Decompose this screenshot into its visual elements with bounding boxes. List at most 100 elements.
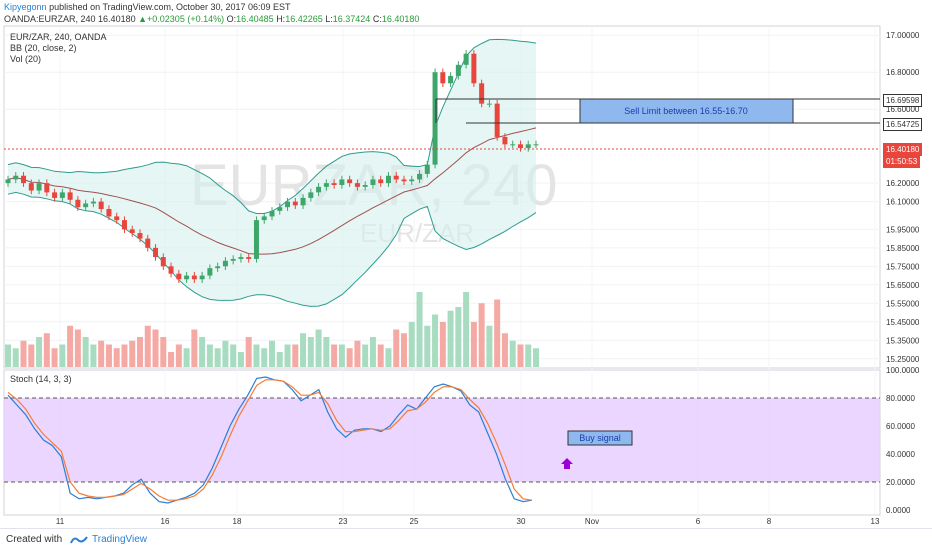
volume-bar: [152, 329, 159, 367]
volume-bar: [214, 348, 221, 367]
volume-bar: [501, 333, 508, 367]
candle-body: [176, 273, 182, 280]
volume-bar: [20, 340, 27, 367]
candle-body: [44, 183, 50, 193]
publish-text: published on TradingView.com, October 30…: [49, 2, 291, 12]
candle-body: [385, 175, 391, 184]
volume-bar: [369, 337, 376, 367]
axes: 17.00000 16.80000 16.60000 16.20000 16.10000…: [56, 31, 920, 526]
ohlc-line: OANDA:EURZAR, 240 16.40180 ▲+0.02305 (+0…: [4, 14, 419, 24]
candle-body: [129, 229, 135, 234]
candle-body: [471, 53, 477, 84]
volume-bar: [98, 340, 105, 367]
volume-bar: [276, 352, 283, 367]
volume-bar: [59, 344, 66, 367]
volume-bar: [82, 337, 89, 367]
volume-bar: [509, 340, 516, 367]
volume-bar: [168, 352, 175, 367]
stoch-tick-label: 80.0000: [886, 394, 915, 403]
candle-body: [230, 258, 236, 261]
author-link[interactable]: Kipyegonn: [4, 2, 47, 12]
bb-lower: [7, 191, 537, 307]
legend-stoch: Stoch (14, 3, 3): [10, 374, 72, 384]
candle-body: [106, 209, 112, 217]
y-tick-label: 15.25000: [886, 355, 920, 364]
candle-body: [90, 201, 96, 204]
volume-bar: [183, 348, 190, 367]
volume-bar: [269, 340, 275, 367]
high-value: 16.42265: [285, 14, 323, 24]
candle-body: [269, 210, 275, 217]
x-tick-label: 6: [696, 517, 701, 526]
stoch-tick-label: 0.0000: [886, 506, 911, 515]
volume-bar: [346, 348, 353, 367]
y-tick-label: 15.95000: [886, 225, 920, 234]
candle-body: [5, 179, 11, 184]
volume-bar: [338, 344, 345, 367]
low-label: L:: [325, 14, 333, 24]
volume-bar: [28, 344, 35, 367]
candle-body: [463, 53, 469, 65]
candle-body: [339, 179, 345, 185]
x-tick-label: 16: [161, 517, 170, 526]
sell-limit-text: Sell Limit between 16.55-16.70: [624, 106, 748, 116]
buy-signal-box[interactable]: [567, 430, 633, 446]
volume-bar: [307, 337, 314, 367]
up-arrow-icon: [561, 458, 573, 469]
volume-bar: [230, 344, 237, 367]
volume-bar: [51, 348, 58, 367]
volume-bar: [416, 292, 423, 367]
candle-body: [331, 183, 337, 185]
candle-body: [67, 192, 73, 200]
candle-body: [370, 179, 376, 185]
candle-body: [448, 75, 454, 84]
volume-bar: [463, 292, 470, 367]
publish-line: Kipyegonn published on TradingView.com, …: [4, 2, 291, 12]
candle-body: [222, 260, 228, 267]
volume-bar: [74, 329, 81, 367]
stoch-d-line: [7, 379, 533, 501]
candle-body: [52, 192, 58, 198]
candle-body: [285, 201, 291, 208]
candle-body: [36, 183, 42, 191]
candle-body: [417, 173, 423, 180]
candle-body: [401, 179, 407, 182]
candle-body: [75, 199, 81, 208]
x-tick-label: 25: [410, 517, 419, 526]
volume-bar: [331, 344, 338, 367]
volume-bar: [36, 337, 43, 367]
volume-bar: [222, 340, 229, 367]
tradingview-link[interactable]: TradingView: [92, 534, 148, 545]
stochastic-lines: [4, 376, 880, 504]
stoch-k-line: [7, 376, 533, 504]
upper-price-box: 16.69598: [883, 94, 923, 107]
candle-body: [153, 247, 159, 258]
close-value: 16.40180: [381, 14, 420, 24]
lower-price-box: 16.54725: [883, 118, 923, 131]
candle-body: [277, 207, 283, 211]
candle-body: [121, 220, 127, 230]
candle-body: [517, 144, 523, 149]
volume-bar: [362, 344, 369, 367]
price-chart[interactable]: EURZAR, 240 EUR/ZAR Sell Limit between 1…: [0, 0, 932, 528]
candle-body: [191, 275, 197, 280]
volume-bar: [237, 352, 244, 367]
volume-bar: [393, 329, 400, 367]
candle-body: [59, 192, 65, 198]
candle-body: [13, 175, 19, 180]
sell-limit-box[interactable]: [579, 98, 794, 124]
volume-bars: [5, 292, 539, 367]
volume-bar: [245, 337, 252, 367]
candle-body: [432, 72, 438, 165]
candle-body: [502, 136, 508, 145]
volume-bar: [67, 325, 74, 367]
candle-body: [533, 144, 539, 146]
legend-vol: Vol (20): [10, 54, 41, 64]
volume-bar: [455, 307, 462, 367]
countdown-box: 01:50:53: [883, 155, 921, 168]
stoch-tick-label: 40.0000: [886, 450, 915, 459]
volume-bar: [377, 344, 384, 367]
volume-bar: [424, 325, 431, 367]
volume-bar: [12, 348, 19, 367]
volume-bar: [137, 337, 143, 367]
